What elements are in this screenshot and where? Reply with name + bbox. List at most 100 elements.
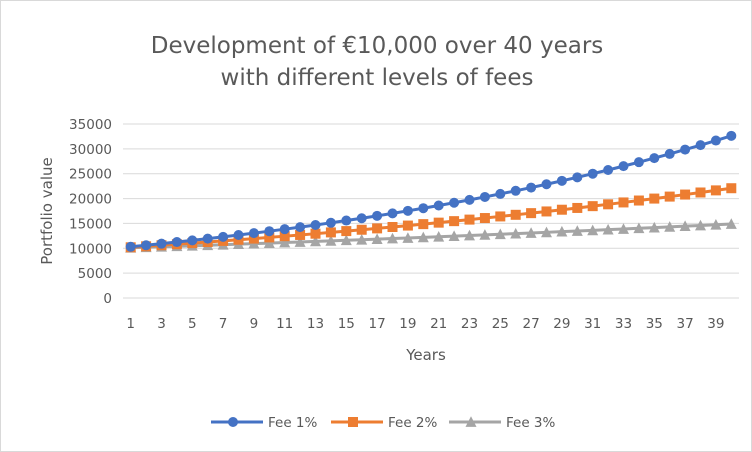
data-point [325, 217, 336, 228]
data-point [649, 193, 660, 204]
y-tick-label: 20000 [69, 192, 112, 208]
chart-title-line-2: with different levels of fees [221, 65, 534, 91]
data-point [649, 153, 660, 164]
data-point [679, 220, 691, 232]
data-point [433, 217, 444, 228]
data-point [372, 210, 383, 221]
data-point [402, 205, 413, 216]
x-tick-label: 37 [677, 316, 694, 332]
data-point [418, 203, 429, 214]
data-point [356, 233, 368, 245]
data-point [294, 236, 306, 247]
x-tick-label: 25 [492, 316, 509, 332]
x-tick-label: 5 [188, 316, 197, 332]
data-point [402, 232, 414, 243]
data-point [680, 189, 691, 200]
data-point [710, 185, 721, 196]
x-tick-label: 3 [157, 316, 166, 332]
y-tick-label: 15000 [69, 216, 112, 232]
data-point [464, 229, 475, 241]
data-point [141, 240, 152, 251]
legend-item: Fee 1% [211, 415, 318, 431]
data-point [525, 227, 537, 238]
chart-title-line-1: Development of €10,000 over 40 years [151, 33, 604, 59]
data-point [526, 208, 537, 219]
data-point [495, 211, 506, 222]
data-point [587, 201, 598, 212]
data-point [710, 135, 721, 146]
data-point [572, 172, 583, 183]
y-tick-label: 25000 [69, 167, 112, 183]
data-point [295, 229, 306, 240]
x-tick-label: 29 [553, 316, 570, 332]
y-tick-label: 10000 [69, 241, 112, 257]
x-tick-label: 21 [430, 316, 447, 332]
data-point [556, 204, 567, 215]
x-tick-label: 13 [307, 316, 324, 332]
data-point [218, 231, 229, 242]
data-point [571, 225, 583, 236]
data-point [618, 223, 629, 234]
data-point [341, 215, 352, 226]
data-point [602, 223, 614, 235]
data-point [572, 202, 583, 213]
legend-label: Fee 1% [268, 415, 318, 431]
data-point [726, 130, 737, 141]
data-point [340, 234, 352, 246]
series-line [130, 134, 732, 249]
legend-label: Fee 3% [506, 415, 556, 431]
data-point [356, 213, 367, 224]
x-tick-label: 19 [399, 316, 416, 332]
data-point [125, 241, 136, 252]
data-point [710, 218, 722, 230]
y-tick-label: 0 [103, 291, 112, 307]
data-point [510, 227, 522, 239]
legend-marker [228, 417, 238, 427]
x-axis-title: Years [405, 346, 446, 364]
data-point [171, 237, 182, 248]
x-tick-label: 23 [461, 316, 478, 332]
x-tick-label: 35 [646, 316, 663, 332]
data-point [279, 224, 290, 235]
data-point [587, 168, 598, 179]
data-point [695, 187, 706, 198]
data-point [295, 222, 306, 233]
data-point [726, 183, 737, 194]
data-point [387, 221, 398, 232]
data-point [541, 179, 552, 190]
x-tick-label: 39 [707, 316, 724, 332]
data-point [433, 200, 444, 211]
x-tick-label: 7 [219, 316, 228, 332]
y-tick-label: 30000 [69, 142, 112, 158]
data-point [433, 230, 445, 242]
series-line [130, 222, 732, 250]
data-point [618, 197, 629, 208]
data-point [448, 230, 460, 242]
data-point [310, 219, 321, 230]
legend-item: Fee 3% [449, 415, 556, 431]
data-point [263, 237, 275, 248]
data-point [633, 157, 644, 168]
x-tick-label: 33 [615, 316, 632, 332]
x-tick-label: 9 [250, 316, 259, 332]
data-point [479, 191, 490, 202]
data-point [695, 219, 706, 231]
data-point [279, 236, 291, 248]
data-point [449, 216, 460, 227]
data-point [248, 228, 259, 239]
data-point [464, 194, 475, 205]
data-point [356, 224, 367, 235]
x-axis-tick-labels: 1 3 5 7 9 11 13 15 17 19 21 23 25 27 29 31 33 35 37 39 [126, 316, 724, 332]
y-tick-label: 35000 [69, 117, 112, 133]
data-point [233, 230, 244, 241]
data-point [418, 219, 429, 230]
data-point [495, 188, 506, 199]
data-point [664, 148, 675, 159]
data-point [479, 229, 491, 240]
data-point [510, 209, 521, 220]
data-point [464, 214, 475, 225]
data-point [279, 231, 290, 242]
legend-label: Fee 2% [388, 415, 438, 431]
data-point [603, 164, 614, 175]
